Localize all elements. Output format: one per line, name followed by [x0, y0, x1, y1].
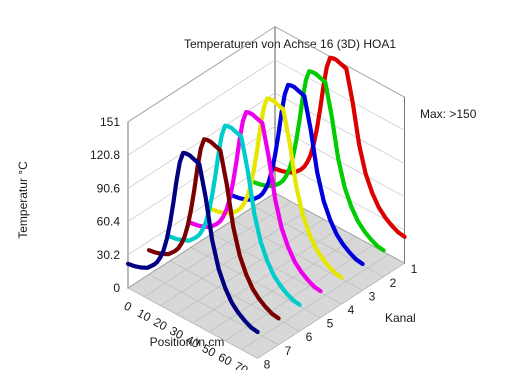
x-tick-label: 50 — [200, 341, 219, 360]
z-tick-label: 5 — [327, 317, 334, 331]
y-tick-label: 120.8 — [90, 148, 120, 162]
x-tick-label: 0 — [122, 299, 135, 315]
z-tick-label: 1 — [411, 262, 418, 276]
series-line-kanal-7 — [146, 137, 281, 321]
y-tick-label: 90.6 — [97, 181, 121, 195]
series-line-kanal-6 — [167, 123, 302, 307]
series-line-kanal-2 — [251, 69, 386, 253]
z-tick-label: 3 — [369, 289, 376, 303]
z-tick-label: 4 — [348, 303, 355, 317]
floor-grid-line-x — [144, 201, 292, 298]
floor-grid-line-x — [208, 236, 357, 333]
wall-grid-line — [127, 59, 405, 156]
x-tick-label: 10 — [135, 306, 154, 325]
wall-grid-line — [127, 26, 405, 123]
x-tick-label: 40 — [183, 332, 202, 351]
z-tick-label: 7 — [285, 344, 292, 358]
z-tick-label: 2 — [390, 276, 397, 290]
chart-title: Temperaturen von Achse 16 (3D) HOA1 — [184, 37, 396, 51]
series-line-kanal-4 — [209, 96, 344, 280]
y-axis-label: Temperatur °C — [16, 161, 30, 239]
wall-grid-line — [127, 92, 405, 189]
series-line-kanal-1 — [272, 55, 407, 239]
chart-annotation: Max: >150 — [420, 107, 477, 121]
z-axis-label: Kanal — [385, 311, 416, 325]
x-tick-label: 80 — [248, 368, 267, 370]
y-tick-label: 151 — [100, 115, 120, 129]
y-tick-label: 60.4 — [97, 215, 121, 229]
series-line-kanal-5 — [188, 110, 323, 294]
x-tick-label: 60 — [216, 350, 235, 369]
y-tick-label: 0 — [113, 281, 120, 295]
series-line-kanal-8 — [125, 150, 260, 335]
floor-grid-line-x — [241, 254, 389, 350]
floor-grid-line-x — [176, 218, 324, 315]
series-line-kanal-3 — [230, 82, 365, 267]
series-group — [125, 55, 407, 335]
y-tick-label: 30.2 — [97, 248, 121, 262]
x-tick-label: 70 — [232, 359, 251, 370]
floor-grid-line-z — [127, 287, 258, 359]
x-tick-label: 30 — [167, 324, 186, 343]
x-axis-label: Position in cm — [150, 335, 225, 349]
z-tick-label: 6 — [306, 330, 313, 344]
x-tick-label: 20 — [151, 315, 170, 334]
z-tick-label: 8 — [264, 357, 271, 370]
floor-grid-line-x — [257, 262, 405, 359]
